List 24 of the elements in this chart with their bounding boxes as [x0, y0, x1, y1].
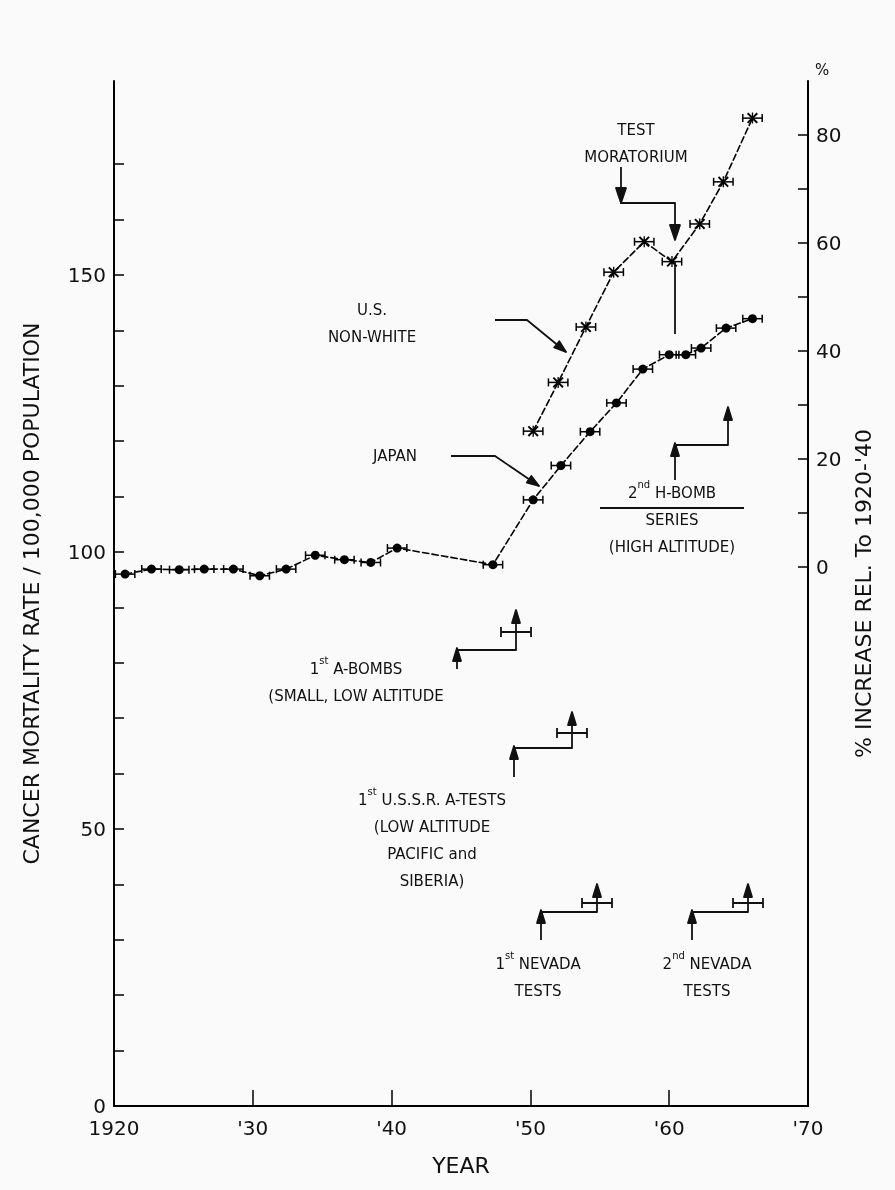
x-tick-label: '50: [514, 1116, 546, 1140]
point: [552, 376, 564, 388]
x-tick-label: '30: [237, 1116, 269, 1140]
y2-tick-label: 20: [816, 446, 842, 471]
y-axis-title: CANCER MORTALITY RATE / 100,000 POPULATION: [18, 322, 44, 865]
x-tick-label: 1920: [88, 1116, 140, 1140]
y-tick-label: 150: [67, 262, 106, 287]
y2-axis-title: % INCREASE REL. To 1920-'40: [850, 429, 876, 758]
annotation: U.S. NON-WHITE: [327, 300, 417, 346]
y2-tick-label: 0: [816, 554, 829, 579]
x-tick-label: '60: [653, 1116, 685, 1140]
y-tick-label: 50: [80, 816, 106, 841]
y2-tick-label: 80: [816, 122, 842, 147]
y2-tick-label: 60: [816, 230, 842, 255]
annotation: TEST MORATORIUM: [584, 120, 688, 166]
annotation: JAPAN: [372, 447, 417, 465]
text: %: [814, 61, 830, 79]
y-tick-label: 0: [93, 1094, 106, 1118]
point: [580, 321, 592, 333]
y2-tick-label: 40: [816, 338, 842, 363]
x-axis-title: YEAR: [431, 1152, 490, 1178]
x-tick-label: '70: [792, 1116, 824, 1140]
x-tick-label: '40: [376, 1116, 408, 1140]
y-tick-label: 100: [67, 539, 106, 564]
